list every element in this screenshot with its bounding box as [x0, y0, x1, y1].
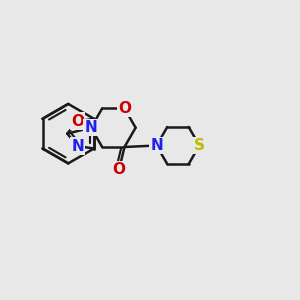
Text: S: S	[194, 138, 205, 153]
Text: O: O	[71, 114, 84, 129]
Text: O: O	[118, 101, 131, 116]
Text: N: N	[150, 138, 163, 153]
Text: N: N	[85, 120, 98, 135]
Text: N: N	[71, 139, 84, 154]
Text: O: O	[112, 162, 126, 177]
